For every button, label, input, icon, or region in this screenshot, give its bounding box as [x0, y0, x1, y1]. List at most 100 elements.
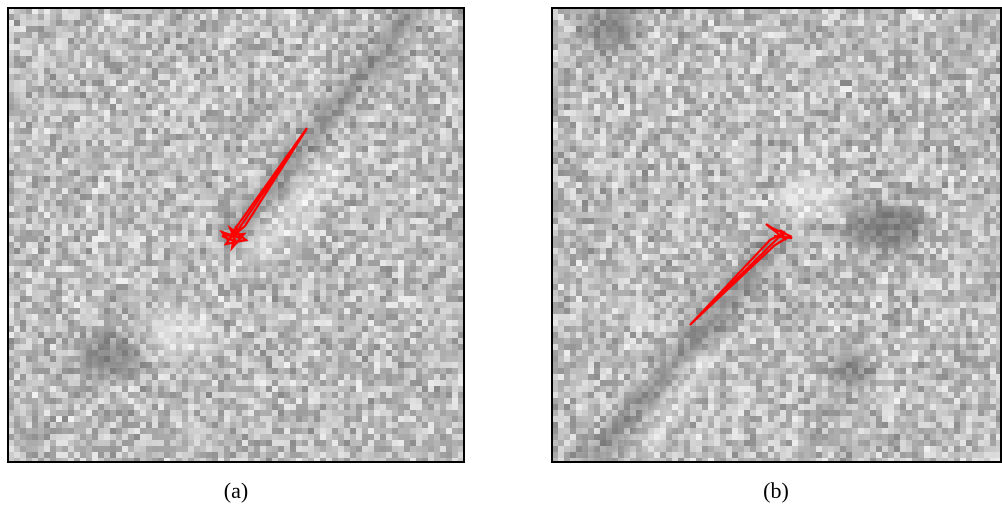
pixel [368, 254, 374, 260]
pixel [98, 218, 104, 224]
pixel [206, 26, 212, 32]
pixel [410, 50, 416, 56]
pixel [74, 248, 80, 254]
pixel [368, 386, 374, 392]
pixel [134, 56, 140, 62]
pixel [320, 332, 326, 338]
pixel [32, 38, 38, 44]
pixel [158, 182, 164, 188]
pixel [200, 20, 206, 26]
pixel [86, 386, 92, 392]
pixel [428, 224, 434, 230]
pixel [362, 230, 368, 236]
pixel [446, 230, 452, 236]
pixel [230, 350, 236, 356]
pixel [422, 74, 428, 80]
pixel [452, 290, 458, 296]
pixel [446, 20, 452, 26]
pixel [410, 362, 416, 368]
pixel [242, 326, 248, 332]
pixel [452, 128, 458, 134]
pixel [152, 386, 158, 392]
pixel [152, 110, 158, 116]
pixel [356, 260, 362, 266]
pixel [38, 38, 44, 44]
pixel [218, 26, 224, 32]
pixel [236, 32, 242, 38]
pixel [140, 50, 146, 56]
pixel [146, 200, 152, 206]
pixel [392, 98, 398, 104]
pixel [452, 38, 458, 44]
pixel [38, 44, 44, 50]
pixel [434, 194, 440, 200]
pixel [182, 50, 188, 56]
pixel [188, 122, 194, 128]
pixel [386, 158, 392, 164]
pixel [302, 20, 308, 26]
pixel [14, 116, 20, 122]
pixel [212, 368, 218, 374]
pixel [122, 194, 128, 200]
pixel [38, 62, 44, 68]
pixel [32, 32, 38, 38]
pixel [326, 38, 332, 44]
pixel [350, 212, 356, 218]
pixel [452, 14, 458, 20]
pixel [338, 398, 344, 404]
pixel [164, 68, 170, 74]
pixel [260, 92, 266, 98]
pixel [50, 86, 56, 92]
pixel [68, 128, 74, 134]
pixel [350, 140, 356, 146]
pixel [20, 194, 26, 200]
pixel [236, 152, 242, 158]
pixel [404, 344, 410, 350]
pixel [68, 236, 74, 242]
pixel [110, 272, 116, 278]
pixel [128, 296, 134, 302]
pixel [218, 278, 224, 284]
pixel [146, 134, 152, 140]
pixel [176, 182, 182, 188]
pixel [248, 182, 254, 188]
pixel [200, 26, 206, 32]
pixel [380, 152, 386, 158]
pixel [32, 50, 38, 56]
pixel [50, 386, 56, 392]
pixel [338, 236, 344, 242]
pixel [206, 200, 212, 206]
pixel [182, 80, 188, 86]
pixel [302, 56, 308, 62]
pixel [224, 338, 230, 344]
pixel [92, 266, 98, 272]
pixel [170, 38, 176, 44]
pixel [452, 260, 458, 266]
pixel [110, 68, 116, 74]
pixel [206, 122, 212, 128]
pixel [164, 182, 170, 188]
pixel [350, 236, 356, 242]
pixel [116, 182, 122, 188]
pixel [230, 26, 236, 32]
pixel [38, 176, 44, 182]
pixel [224, 158, 230, 164]
pixel [20, 38, 26, 44]
pixel [56, 290, 62, 296]
pixel [428, 86, 434, 92]
pixel [440, 176, 446, 182]
pixel [374, 350, 380, 356]
pixel [434, 116, 440, 122]
pixel [326, 50, 332, 56]
pixel [212, 236, 218, 242]
pixel [56, 128, 62, 134]
pixel [236, 140, 242, 146]
pixel [452, 266, 458, 272]
pixel [68, 296, 74, 302]
pixel [224, 212, 230, 218]
pixel [152, 260, 158, 266]
pixel [224, 170, 230, 176]
pixel [362, 314, 368, 320]
pixel [218, 50, 224, 56]
pixel [26, 128, 32, 134]
